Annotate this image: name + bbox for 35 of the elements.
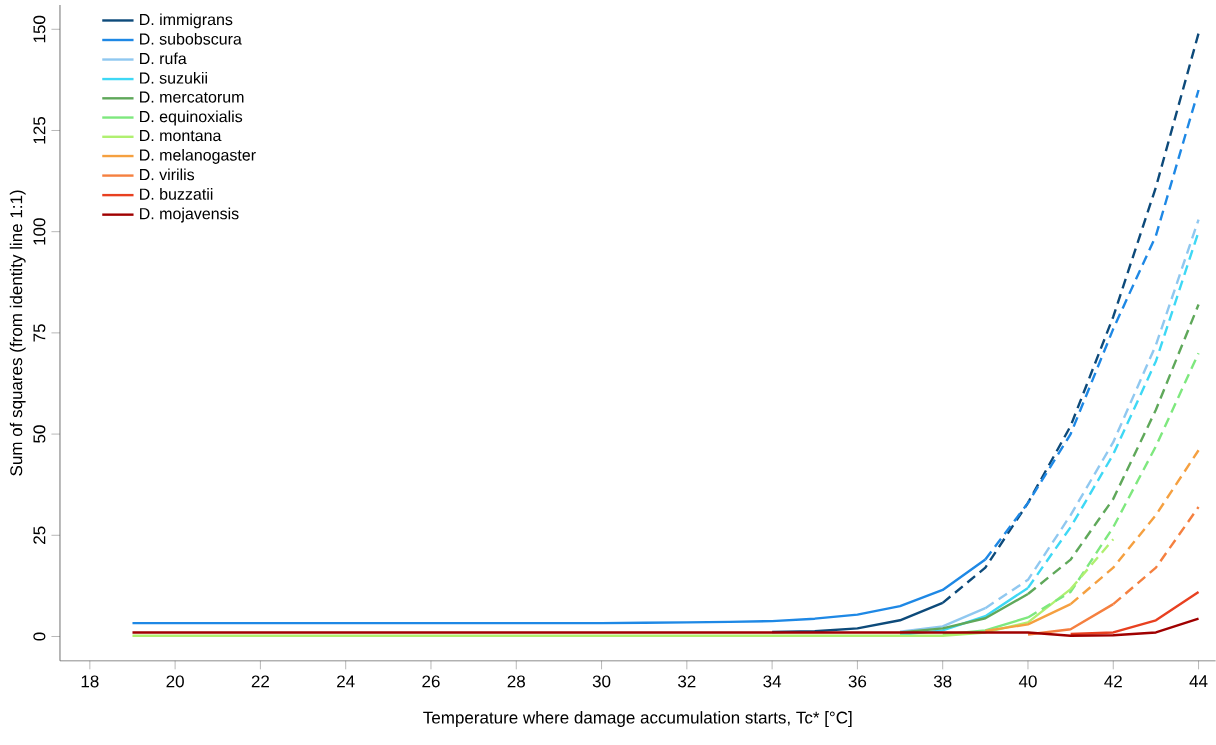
y-tick-label: 50 — [33, 425, 46, 443]
x-tick-label: 42 — [1104, 675, 1122, 688]
x-tick-label: 30 — [592, 675, 611, 688]
y-tick-label: 100 — [33, 218, 46, 245]
x-tick-label: 20 — [166, 675, 184, 688]
x-tick-label: 40 — [1018, 675, 1037, 688]
legend-label: D. immigrans — [140, 13, 233, 29]
legend-label: D. rufa — [140, 52, 187, 65]
x-tick-label: 18 — [81, 675, 99, 688]
x-axis-title: Temperature where damage accumulation starts, Tc* [°C] — [423, 711, 852, 728]
x-tick-label: 22 — [251, 675, 269, 688]
x-tick-label: 28 — [507, 675, 525, 688]
legend-label: D. subobscura — [140, 33, 242, 45]
x-tick-label: 44 — [1189, 675, 1208, 688]
legend-label: D. melanogaster — [140, 149, 256, 165]
legend-label: D. virilis — [140, 168, 195, 181]
y-tick-label: 75 — [33, 324, 46, 342]
legend-label: D. equinoxialis — [140, 110, 243, 126]
x-tick-label: 34 — [763, 675, 782, 688]
x-tick-label: 36 — [848, 675, 867, 688]
legend-label: D. mercatorum — [140, 91, 244, 103]
legend-label: D. mojavensis — [140, 207, 239, 223]
y-tick-label: 0 — [33, 632, 46, 641]
y-tick-label: 25 — [33, 526, 46, 545]
legend-label: D. montana — [140, 130, 222, 142]
line-series — [1069, 590, 1200, 636]
x-tick-label: 26 — [422, 675, 440, 688]
x-tick-label: 38 — [933, 675, 952, 688]
y-axis-title: Sum of squares (from identity line 1:1) — [9, 190, 26, 476]
y-tick-label: 150 — [33, 15, 46, 43]
legend-label: D. buzzatii — [140, 188, 213, 200]
x-tick-label: 32 — [678, 675, 696, 688]
legend-label: D. suzukii — [140, 72, 207, 84]
y-tick-label: 125 — [33, 117, 46, 144]
x-tick-label: 24 — [337, 675, 355, 688]
